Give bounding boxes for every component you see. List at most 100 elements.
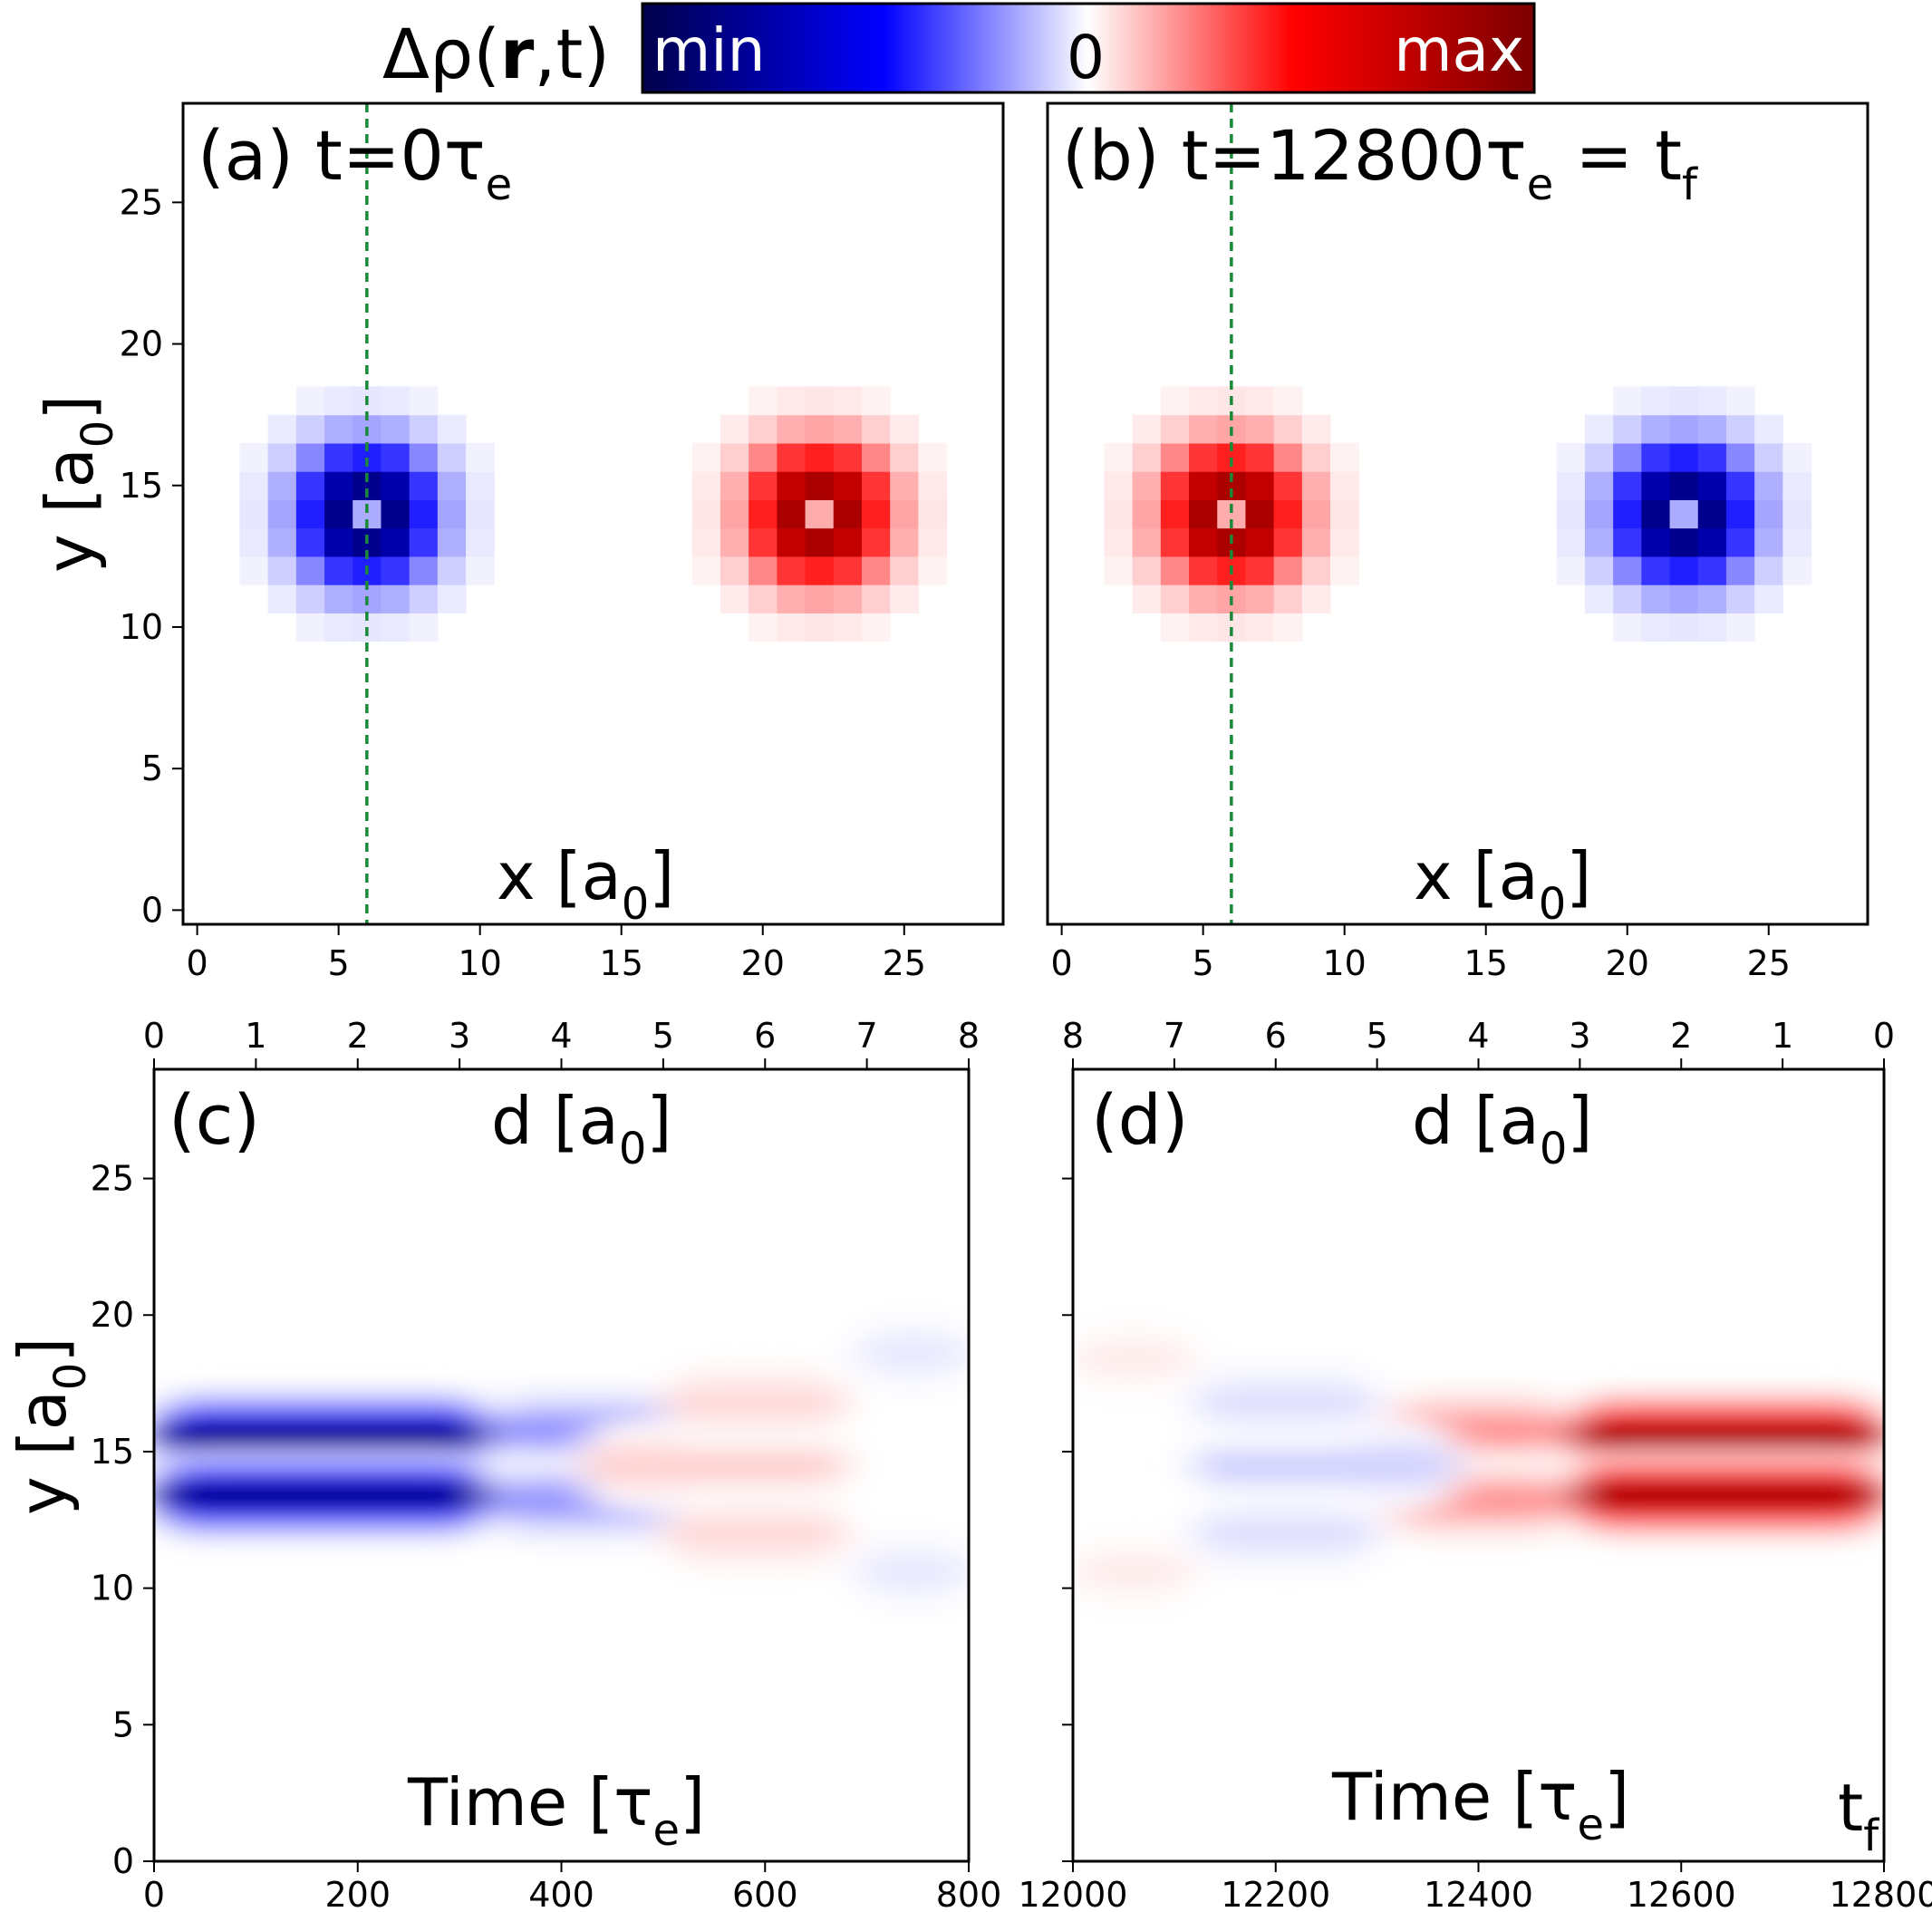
heat-cell bbox=[1613, 527, 1642, 557]
heat-cell bbox=[1189, 386, 1218, 416]
heat-cell bbox=[805, 613, 835, 642]
heat-cell bbox=[381, 584, 411, 613]
heat-cell bbox=[1273, 414, 1303, 444]
heat-cell bbox=[1641, 613, 1671, 642]
heat-cell bbox=[1330, 555, 1359, 585]
heat-cell bbox=[1669, 527, 1699, 557]
heat-cell bbox=[437, 584, 467, 613]
heat-cell bbox=[1669, 442, 1699, 472]
heat-cell bbox=[1273, 584, 1303, 613]
heat-cell bbox=[833, 527, 863, 557]
heat-cell bbox=[1725, 613, 1755, 642]
heat-cell bbox=[381, 442, 411, 472]
heatmap-b bbox=[1104, 386, 1812, 642]
heat-cell bbox=[777, 442, 807, 472]
heat-cell bbox=[1697, 471, 1727, 500]
colorbar-max-label: max bbox=[1394, 15, 1524, 85]
heat-cell bbox=[1160, 386, 1190, 416]
heatmap-c bbox=[154, 1307, 969, 1618]
heat-cell bbox=[1613, 442, 1642, 472]
heat-cell bbox=[1613, 386, 1642, 416]
heat-cell bbox=[691, 499, 721, 529]
top-tick-label: 6 bbox=[754, 1016, 776, 1056]
x-tick-label: 0 bbox=[1051, 943, 1073, 983]
heat-cell bbox=[1754, 584, 1783, 613]
heat-cell bbox=[295, 414, 325, 444]
top-tick-label: 6 bbox=[1265, 1016, 1287, 1056]
heat-cell bbox=[1273, 527, 1303, 557]
heat-cell bbox=[1584, 414, 1614, 444]
heat-cell bbox=[805, 527, 835, 557]
heat-cell bbox=[1160, 584, 1190, 613]
heat-cell bbox=[749, 613, 778, 642]
x-tick-label: 10 bbox=[458, 943, 501, 983]
heat-cell bbox=[409, 584, 439, 613]
colorbar: Δρ(r,t) min 0 max bbox=[382, 2, 1536, 94]
y-tick-label: 15 bbox=[120, 466, 163, 506]
heat-cell bbox=[1641, 442, 1671, 472]
band-mark bbox=[1570, 1482, 1884, 1509]
heat-cell bbox=[1725, 442, 1755, 472]
heat-cell bbox=[720, 442, 749, 472]
heat-cell bbox=[295, 613, 325, 642]
heat-cell bbox=[1697, 414, 1727, 444]
x-tick-label: 20 bbox=[1606, 943, 1649, 983]
heat-cell bbox=[805, 386, 835, 416]
heat-cell bbox=[295, 442, 325, 472]
heat-cell bbox=[1613, 555, 1642, 585]
heat-cell bbox=[890, 471, 919, 500]
y-tick-label: 20 bbox=[91, 1295, 134, 1335]
y-tick-label: 25 bbox=[91, 1159, 134, 1199]
heat-cell bbox=[749, 584, 778, 613]
heat-cell bbox=[1613, 584, 1642, 613]
heat-cell bbox=[1556, 499, 1586, 529]
heat-cell bbox=[1245, 386, 1275, 416]
top-tick-label: 4 bbox=[550, 1016, 572, 1056]
heat-cell bbox=[1189, 613, 1218, 642]
x-tick-label: 5 bbox=[1193, 943, 1214, 983]
heat-cell bbox=[381, 471, 411, 500]
heat-cell bbox=[295, 471, 325, 500]
x-ticks-d: 12000 12200 12400 12600 12800 bbox=[1019, 1861, 1932, 1912]
heat-cell bbox=[1641, 386, 1671, 416]
band-mark bbox=[581, 1452, 847, 1479]
heat-cell bbox=[1104, 442, 1134, 472]
heat-cell bbox=[267, 584, 297, 613]
heat-cell bbox=[777, 613, 807, 642]
heat-cell bbox=[239, 555, 269, 585]
heat-cell bbox=[409, 386, 439, 416]
heat-cell bbox=[1273, 555, 1303, 585]
heat-cell bbox=[1330, 499, 1359, 529]
heat-cell bbox=[1189, 584, 1218, 613]
heat-cell bbox=[918, 527, 948, 557]
heat-cell bbox=[1104, 527, 1134, 557]
heat-cell bbox=[1273, 442, 1303, 472]
heat-cell bbox=[918, 499, 948, 529]
heat-cell bbox=[324, 414, 353, 444]
x-tick-label: 12200 bbox=[1221, 1875, 1330, 1912]
heat-cell bbox=[324, 584, 353, 613]
heat-cell bbox=[1641, 471, 1671, 500]
heat-cell bbox=[1613, 613, 1642, 642]
heat-cell bbox=[409, 527, 439, 557]
heat-cell bbox=[381, 386, 411, 416]
heat-cell bbox=[691, 555, 721, 585]
heat-cell bbox=[437, 414, 467, 444]
heat-cell bbox=[1754, 499, 1783, 529]
heat-cell bbox=[890, 442, 919, 472]
top-tick-label: 1 bbox=[1772, 1016, 1793, 1056]
heat-cell bbox=[1160, 499, 1190, 529]
heat-cell bbox=[1613, 471, 1642, 500]
heat-cell bbox=[890, 555, 919, 585]
x-tick-label: 0 bbox=[143, 1875, 165, 1912]
heat-cell bbox=[1697, 527, 1727, 557]
top-tick-label: 1 bbox=[245, 1016, 266, 1056]
heatmap-a bbox=[239, 386, 948, 642]
heat-cell bbox=[1556, 442, 1586, 472]
frame-a bbox=[181, 101, 1005, 926]
heat-cell bbox=[1132, 414, 1162, 444]
heat-cell bbox=[1132, 499, 1162, 529]
heat-cell bbox=[861, 584, 891, 613]
heat-cell bbox=[1104, 471, 1134, 500]
